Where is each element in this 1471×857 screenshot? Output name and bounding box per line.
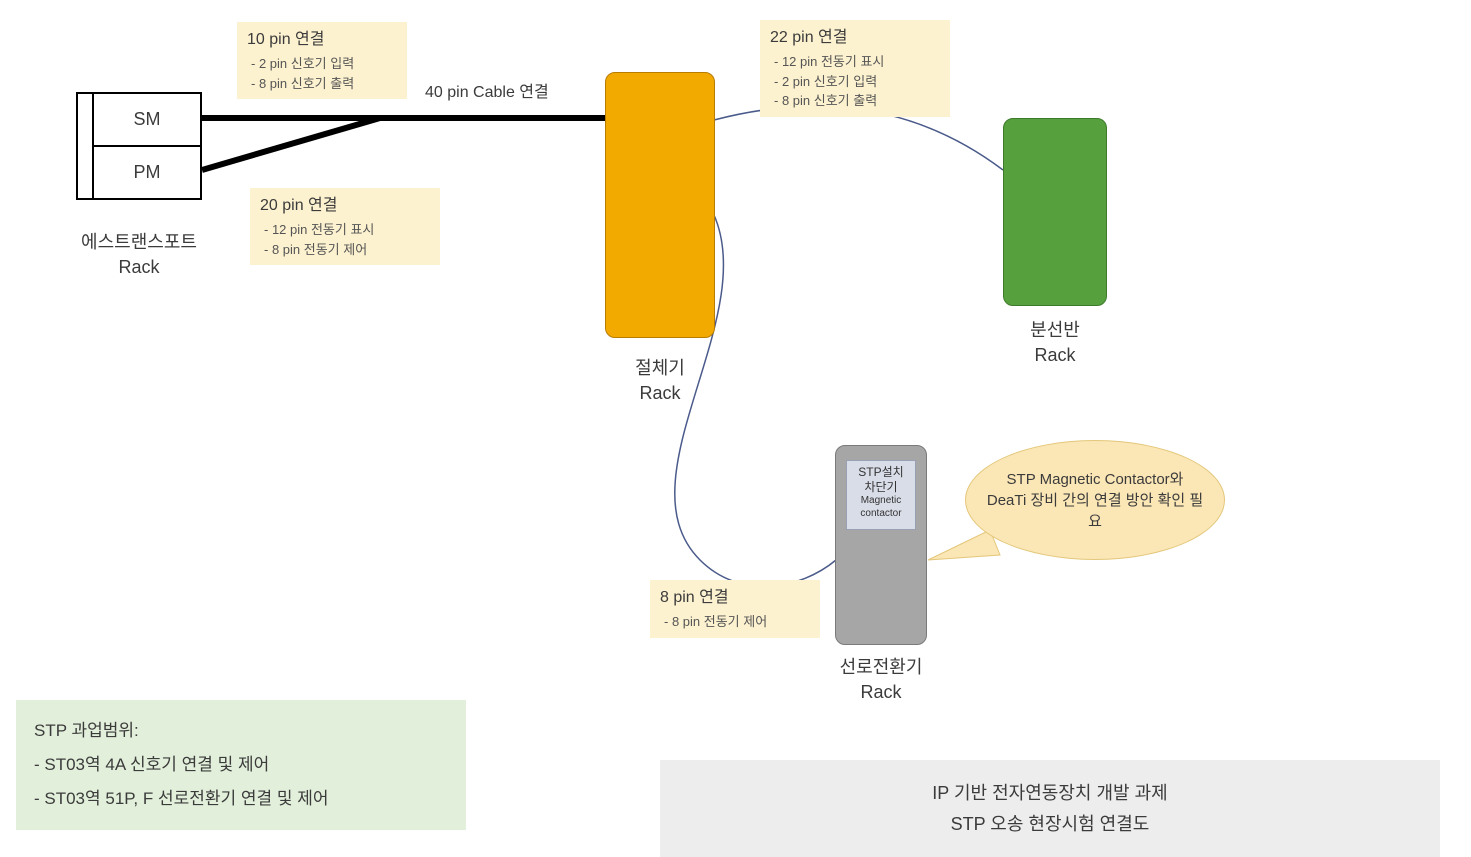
note-8pin-item-0: - 8 pin 전동기 제어 [660, 612, 810, 632]
track-switch-rack-label-1: 선로전환기 [805, 655, 957, 680]
callout-bubble: STP Magnetic Contactor와 DeaTi 장비 간의 연결 방… [965, 440, 1225, 560]
note-10pin-item-1: - 8 pin 신호기 출력 [247, 74, 397, 94]
stp-line2: 차단기 [849, 480, 913, 495]
note-20pin: 20 pin 연결 - 12 pin 전동기 표시 - 8 pin 전동기 제어 [250, 188, 440, 265]
switcher-rack-label-2: Rack [575, 381, 745, 406]
stp-line1: STP설치 [849, 465, 913, 480]
stp-line4: contactor [849, 508, 913, 521]
footer-line-2: STP 오송 현장시험 연결도 [690, 809, 1410, 840]
transport-rack-label: 에스트랜스포트 Rack [46, 230, 232, 280]
transport-cell-sm: SM [94, 94, 200, 147]
switcher-rack-label-1: 절체기 [575, 356, 745, 381]
scope-title: STP 과업범위: [34, 714, 448, 748]
note-8pin-title: 8 pin 연결 [660, 586, 810, 610]
distribution-rack [1003, 118, 1107, 306]
scope-box: STP 과업범위: - ST03역 4A 신호기 연결 및 제어 - ST03역… [16, 700, 466, 830]
note-22pin-item-0: - 12 pin 전동기 표시 [770, 52, 940, 72]
transport-rack: SM PM [76, 92, 202, 200]
footer-box: IP 기반 전자연동장치 개발 과제 STP 오송 현장시험 연결도 [660, 760, 1440, 857]
stp-line3: Magnetic [849, 495, 913, 508]
stp-breaker-box: STP설치 차단기 Magnetic contactor [846, 460, 916, 530]
note-10pin-title: 10 pin 연결 [247, 28, 397, 52]
note-22pin-item-2: - 8 pin 신호기 출력 [770, 91, 940, 111]
distribution-rack-label-1: 분선반 [973, 318, 1137, 343]
thick-edge [202, 118, 380, 170]
callout-text: STP Magnetic Contactor와 DeaTi 장비 간의 연결 방… [986, 469, 1204, 532]
note-20pin-item-1: - 8 pin 전동기 제어 [260, 240, 430, 260]
note-22pin: 22 pin 연결 - 12 pin 전동기 표시 - 2 pin 신호기 입력… [760, 20, 950, 117]
transport-cell-pm: PM [94, 147, 200, 198]
track-switch-rack-label: 선로전환기 Rack [805, 655, 957, 705]
note-10pin: 10 pin 연결 - 2 pin 신호기 입력 - 8 pin 신호기 출력 [237, 22, 407, 99]
note-8pin: 8 pin 연결 - 8 pin 전동기 제어 [650, 580, 820, 638]
transport-rack-side [78, 94, 94, 198]
scope-item-1: - ST03역 51P, F 선로전환기 연결 및 제어 [34, 782, 448, 816]
distribution-rack-label-2: Rack [973, 343, 1137, 368]
note-10pin-item-0: - 2 pin 신호기 입력 [247, 54, 397, 74]
switcher-rack-label: 절체기 Rack [575, 356, 745, 406]
switcher-rack [605, 72, 715, 338]
transport-rack-label-1: 에스트랜스포트 [46, 230, 232, 255]
transport-rack-label-2: Rack [46, 255, 232, 280]
footer-line-1: IP 기반 전자연동장치 개발 과제 [690, 778, 1410, 809]
cable-label: 40 pin Cable 연결 [425, 78, 549, 102]
track-switch-rack-label-2: Rack [805, 680, 957, 705]
distribution-rack-label: 분선반 Rack [973, 318, 1137, 368]
note-22pin-item-1: - 2 pin 신호기 입력 [770, 72, 940, 92]
scope-item-0: - ST03역 4A 신호기 연결 및 제어 [34, 748, 448, 782]
note-22pin-title: 22 pin 연결 [770, 26, 940, 50]
note-20pin-item-0: - 12 pin 전동기 표시 [260, 220, 430, 240]
note-20pin-title: 20 pin 연결 [260, 194, 430, 218]
